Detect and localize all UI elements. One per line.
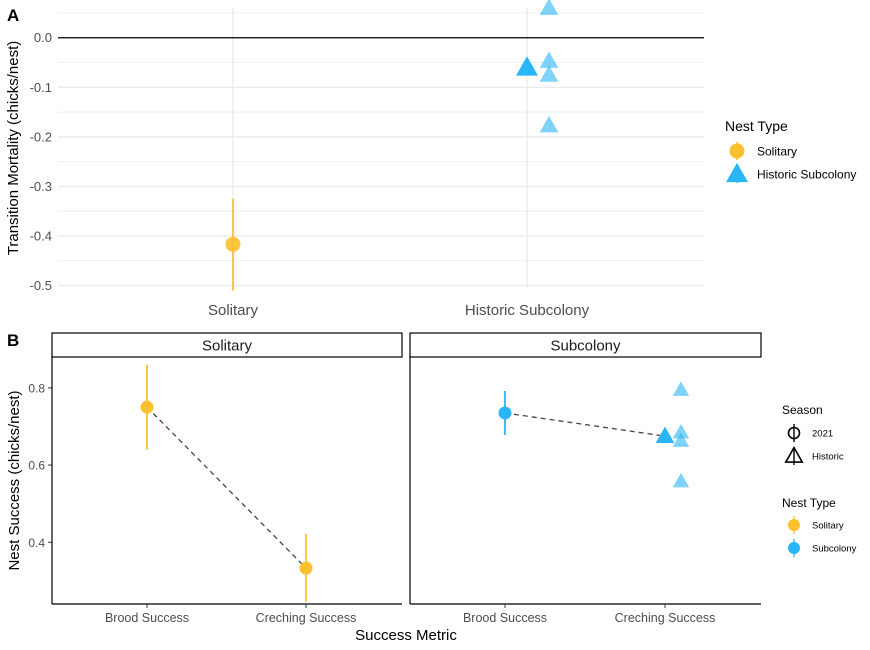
legend-label: Solitary xyxy=(757,145,797,159)
y-tick-label: -0.3 xyxy=(30,179,52,194)
mean-point-solitary xyxy=(225,236,241,252)
y-tick-label: 0.6 xyxy=(28,459,45,473)
legend-title: Nest Type xyxy=(782,496,836,510)
y-tick-label: -0.4 xyxy=(30,228,52,243)
x-tick-label: Brood Success xyxy=(463,611,547,625)
y-tick-label: 0.8 xyxy=(28,381,45,395)
dashed-connector xyxy=(146,406,307,569)
mean-point-2021 xyxy=(140,400,154,414)
legend-nest-type-b: Nest Type Solitary Subcolony xyxy=(782,496,857,557)
x-axis-title: Success Metric xyxy=(355,627,457,644)
mean-point-historic-subcolony xyxy=(516,56,538,76)
x-tick-label: Creching Success xyxy=(256,611,357,625)
legend-label: Historic Subcolony xyxy=(757,168,856,182)
facet-strip-label: Subcolony xyxy=(550,338,621,355)
facet-strip xyxy=(51,332,403,358)
y-tick-label: -0.2 xyxy=(30,129,52,144)
legend-key-circle xyxy=(788,542,800,554)
legend-key-triangle xyxy=(784,446,804,463)
mean-point-2021 xyxy=(299,561,313,575)
legend-title: Season xyxy=(782,403,823,417)
historic-point xyxy=(539,0,559,15)
x-tick-label: Creching Success xyxy=(615,611,716,625)
legend-key-circle xyxy=(788,519,800,531)
panel-a: A 0.0 -0.1 -0.2 -0.3 -0.4 -0.5 Solitary Historic… xyxy=(5,0,856,319)
mean-point-historic xyxy=(655,426,675,444)
facet-strip xyxy=(409,332,762,358)
historic-point xyxy=(672,423,690,439)
historic-point xyxy=(672,472,690,488)
historic-point xyxy=(672,381,690,396)
panel-b: B 0.8 0.6 0.4 Nest Success (chicks/nest) Succ… xyxy=(6,331,857,644)
dashed-connector xyxy=(504,412,666,437)
y-axis-title: Transition Mortality (chicks/nest) xyxy=(5,41,22,256)
y-tick-label: 0.0 xyxy=(34,30,52,45)
legend-label: 2021 xyxy=(812,429,833,440)
historic-point xyxy=(539,115,559,133)
legend-key-circle xyxy=(787,426,801,440)
historic-point xyxy=(539,51,559,68)
y-axis-title: Nest Success (chicks/nest) xyxy=(6,390,23,570)
y-tick-label: -0.5 xyxy=(30,278,52,293)
legend-season: Season 2021 Historic xyxy=(782,403,844,465)
legend-key-circle xyxy=(729,143,745,159)
facet-strip-label: Solitary xyxy=(202,338,253,355)
y-tick-label: -0.1 xyxy=(30,80,52,95)
facet-solitary: Solitary Brood Success Creching Success xyxy=(51,332,403,625)
legend-label: Subcolony xyxy=(812,544,857,555)
y-tick-label: 0.4 xyxy=(28,536,45,550)
panel-tag-a: A xyxy=(7,6,19,25)
mean-point-2021 xyxy=(498,406,512,420)
legend-key-triangle xyxy=(726,162,748,183)
x-tick-label: Brood Success xyxy=(105,611,189,625)
legend-label: Solitary xyxy=(812,521,844,532)
x-tick-label: Historic Subcolony xyxy=(465,302,590,319)
historic-point xyxy=(672,432,690,447)
legend-label: Historic xyxy=(812,452,844,463)
x-tick-label: Solitary xyxy=(208,302,259,319)
panel-tag-b: B xyxy=(7,331,19,350)
historic-point xyxy=(539,65,559,82)
facet-subcolony: Subcolony Brood Success Creching Success xyxy=(409,332,762,625)
legend-title: Nest Type xyxy=(725,118,788,134)
legend-nest-type-a: Nest Type Solitary Historic Subcolony xyxy=(725,118,856,183)
